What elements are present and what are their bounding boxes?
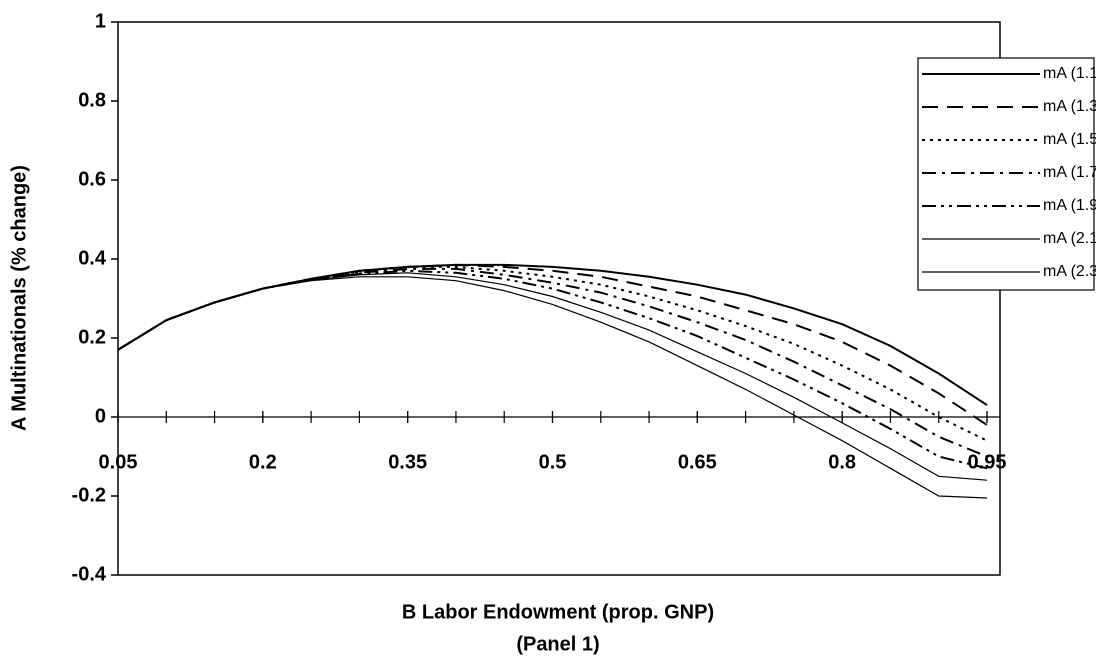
y-axis-label: A Multinationals (% change) (8, 165, 30, 431)
y-tick-label: 1 (95, 10, 106, 32)
y-tick-label: 0.4 (78, 247, 107, 269)
y-tick-label: 0.2 (78, 326, 106, 348)
legend-label: mA (1.1) (1043, 65, 1096, 82)
x-tick-label: 0.5 (539, 451, 567, 473)
x-tick-label: 0.05 (99, 451, 138, 473)
y-tick-label: -0.4 (72, 563, 107, 585)
series-line (117, 276, 988, 499)
x-tick-label: 0.8 (828, 451, 856, 473)
legend-label: mA (1.7) (1043, 164, 1096, 181)
x-tick-label: 0.35 (388, 451, 427, 473)
y-tick-label: 0 (95, 405, 106, 427)
legend: mA (1.1) mA (1.3) mA (1.5) mA (1.7) mA (1.9)… (922, 65, 1096, 280)
y-tick-label: 0.8 (78, 89, 106, 111)
legend-label: mA (1.3) (1043, 98, 1096, 115)
plot-frame (117, 21, 1001, 576)
legend-label: mA (2.1) (1043, 230, 1096, 247)
legend-label: mA (1.9) (1043, 197, 1096, 214)
x-tick-label: 0.2 (249, 451, 277, 473)
series-line (117, 263, 988, 426)
y-tick-label: -0.2 (72, 484, 106, 506)
x-axis-label: B Labor Endowment (prop. GNP) (402, 601, 714, 623)
series-line (117, 265, 988, 442)
y-tick-label: 0.6 (78, 168, 106, 190)
legend-label: mA (1.5) (1043, 131, 1096, 148)
series-line (117, 269, 988, 470)
legend-label: mA (2.3) (1043, 263, 1096, 280)
caption: (Panel 1) (516, 633, 599, 655)
x-tick-label: 0.65 (678, 451, 717, 473)
x-tick-label: 0.95 (968, 451, 1007, 473)
legend-box (917, 57, 1095, 291)
series-line (117, 263, 988, 406)
